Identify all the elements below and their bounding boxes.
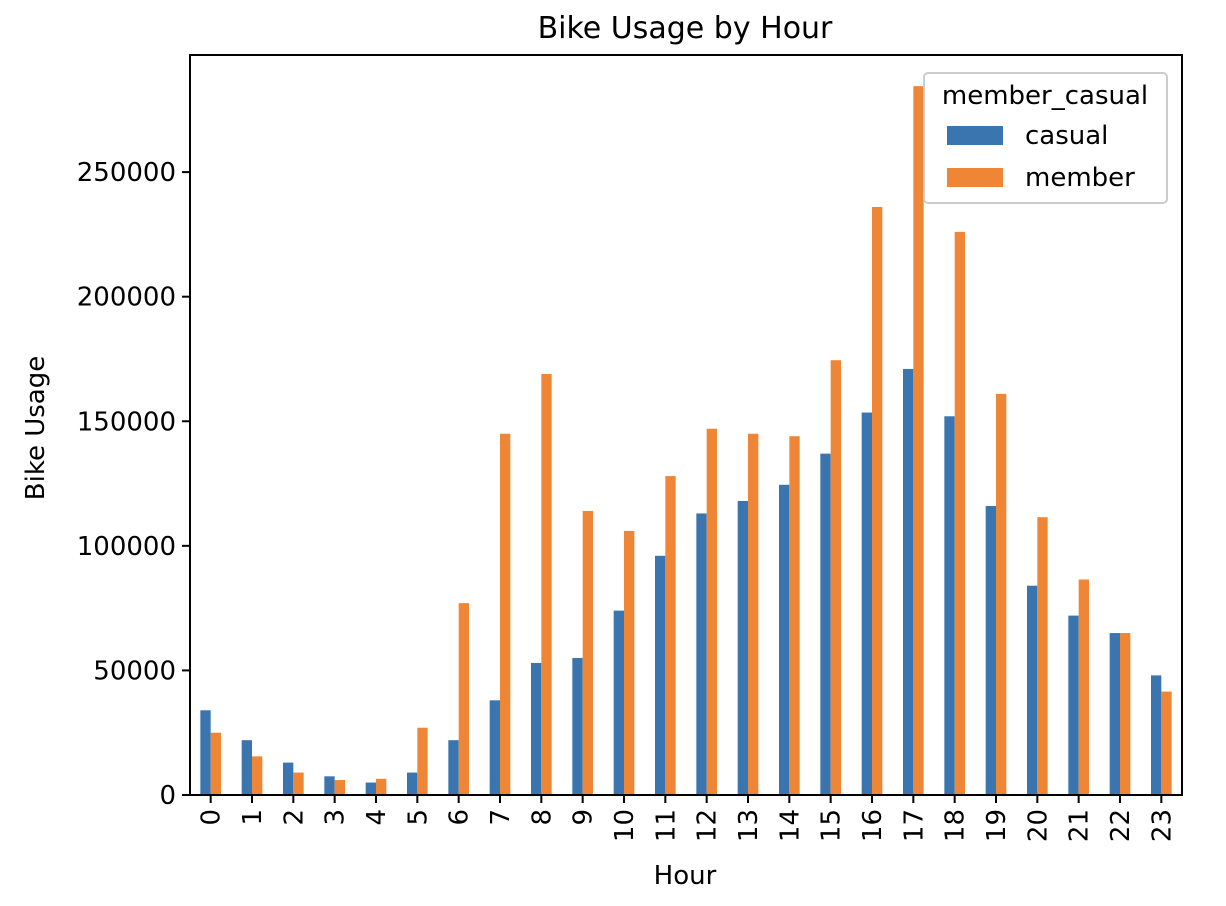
legend-swatch-member bbox=[947, 168, 1003, 187]
bar-member-14 bbox=[789, 436, 800, 795]
legend-title: member_casual bbox=[942, 81, 1148, 111]
x-axis-label: Hour bbox=[654, 861, 717, 891]
y-tick-label: 200000 bbox=[77, 283, 176, 313]
bar-member-0 bbox=[210, 732, 221, 795]
x-tick-label: 12 bbox=[693, 809, 723, 842]
x-tick-label: 7 bbox=[486, 809, 516, 826]
bar-member-6 bbox=[458, 603, 469, 795]
bar-casual-16 bbox=[861, 412, 872, 795]
bars-group bbox=[200, 86, 1172, 796]
x-tick-label: 17 bbox=[899, 809, 929, 842]
x-tick-label: 9 bbox=[569, 809, 599, 826]
bar-casual-20 bbox=[1027, 585, 1038, 795]
bar-member-9 bbox=[582, 510, 593, 795]
x-tick-label: 3 bbox=[321, 809, 351, 826]
x-tick-label: 16 bbox=[858, 809, 888, 842]
x-tick-label: 13 bbox=[734, 809, 764, 842]
bar-member-12 bbox=[706, 428, 717, 795]
bar-casual-5 bbox=[407, 772, 418, 795]
bar-member-21 bbox=[1078, 579, 1089, 795]
bar-casual-19 bbox=[985, 505, 996, 795]
x-tick-label: 20 bbox=[1023, 809, 1053, 842]
bar-casual-8 bbox=[531, 662, 542, 795]
bar-member-3 bbox=[334, 780, 345, 795]
y-tick-label: 50000 bbox=[93, 656, 176, 686]
legend-label-member: member bbox=[1025, 163, 1135, 193]
bar-member-4 bbox=[376, 778, 387, 795]
y-tick-label: 250000 bbox=[77, 158, 176, 188]
bar-casual-11 bbox=[655, 555, 666, 795]
bar-member-17 bbox=[913, 86, 924, 796]
x-tick-label: 11 bbox=[651, 809, 681, 842]
bar-member-19 bbox=[996, 393, 1007, 795]
bar-member-10 bbox=[624, 530, 635, 795]
bar-casual-9 bbox=[572, 657, 583, 795]
bar-casual-12 bbox=[696, 513, 707, 795]
bar-casual-10 bbox=[613, 610, 624, 795]
bar-member-13 bbox=[748, 433, 759, 795]
bar-member-7 bbox=[500, 433, 511, 795]
x-tick-label: 15 bbox=[817, 809, 847, 842]
bar-casual-22 bbox=[1109, 633, 1120, 795]
x-tick-label: 22 bbox=[1106, 809, 1136, 842]
bar-casual-21 bbox=[1068, 615, 1079, 795]
x-tick-label: 10 bbox=[610, 809, 640, 842]
x-tick-label: 5 bbox=[403, 809, 433, 826]
x-tick-label: 18 bbox=[941, 809, 971, 842]
bar-member-20 bbox=[1037, 517, 1048, 795]
y-tick-label: 100000 bbox=[77, 532, 176, 562]
bar-member-15 bbox=[830, 360, 841, 795]
y-tick-label: 150000 bbox=[77, 407, 176, 437]
x-tick-label: 1 bbox=[238, 809, 268, 826]
bar-casual-0 bbox=[200, 710, 211, 795]
x-tick-label: 0 bbox=[197, 809, 227, 826]
y-axis: 0 50000 100000 150000 200000 250000 bbox=[77, 158, 190, 811]
bar-casual-4 bbox=[365, 782, 376, 795]
chart-title: Bike Usage by Hour bbox=[538, 11, 833, 46]
bar-casual-14 bbox=[779, 484, 790, 795]
x-tick-label: 2 bbox=[279, 809, 309, 826]
bar-casual-2 bbox=[283, 762, 294, 795]
bar-member-11 bbox=[665, 476, 676, 795]
x-tick-label: 21 bbox=[1065, 809, 1095, 842]
bar-casual-7 bbox=[489, 700, 500, 795]
x-tick-label: 23 bbox=[1147, 809, 1177, 842]
bar-casual-15 bbox=[820, 453, 831, 795]
bar-casual-17 bbox=[903, 368, 914, 795]
bar-member-2 bbox=[293, 772, 304, 795]
y-axis-label: Bike Usage bbox=[21, 356, 51, 500]
x-tick-label: 19 bbox=[982, 809, 1012, 842]
x-tick-label: 14 bbox=[775, 809, 805, 842]
bar-member-1 bbox=[252, 756, 263, 795]
x-tick-label: 8 bbox=[527, 809, 557, 826]
bar-member-23 bbox=[1161, 691, 1172, 795]
bar-casual-6 bbox=[448, 740, 459, 795]
bar-member-5 bbox=[417, 727, 428, 795]
x-axis: 0 1 2 3 4 5 6 7 8 9 10 11 12 13 14 15 16 17 18 19 20 21 22 23 bbox=[197, 795, 1177, 842]
bar-member-22 bbox=[1120, 633, 1131, 795]
legend: member_casual casual member bbox=[923, 72, 1168, 204]
bar-casual-3 bbox=[324, 776, 335, 795]
bar-member-18 bbox=[954, 231, 965, 796]
plot-frame bbox=[189, 54, 1183, 796]
bar-member-16 bbox=[872, 206, 883, 796]
x-tick-label: 6 bbox=[445, 809, 475, 826]
bar-casual-13 bbox=[737, 500, 748, 795]
y-tick-label: 0 bbox=[159, 781, 176, 811]
legend-swatch-casual bbox=[947, 126, 1003, 145]
bar-casual-18 bbox=[944, 416, 955, 795]
x-tick-label: 4 bbox=[362, 809, 392, 826]
bar-member-8 bbox=[541, 373, 552, 795]
bar-casual-1 bbox=[241, 740, 252, 795]
bar-casual-23 bbox=[1151, 675, 1162, 795]
legend-label-casual: casual bbox=[1025, 121, 1108, 151]
